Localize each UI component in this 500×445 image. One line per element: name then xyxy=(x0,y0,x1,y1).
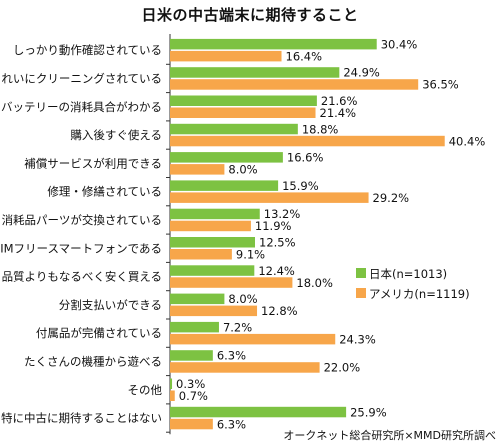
legend: 日本(n=1013) アメリカ(n=1119) xyxy=(356,267,470,301)
bar-japan xyxy=(170,67,340,78)
bar-japan xyxy=(170,95,317,106)
source-note: オークネット総合研究所×MMD研究所調べ xyxy=(283,429,496,442)
value-label: 25.9% xyxy=(350,405,387,419)
category-label: きれいにクリーニングされている xyxy=(0,71,162,85)
value-label: 6.3% xyxy=(217,349,246,363)
value-label: 18.8% xyxy=(302,122,339,136)
bar-japan xyxy=(170,123,298,135)
bar-usa xyxy=(170,305,258,317)
bar-japan xyxy=(170,321,219,333)
category-label: 分割支払いができる xyxy=(59,298,162,312)
value-label: 0.3% xyxy=(176,377,205,391)
value-label: 7.2% xyxy=(223,320,252,334)
value-label: 12.8% xyxy=(261,304,298,318)
value-label: 8.0% xyxy=(228,292,257,306)
bar-usa xyxy=(170,249,232,260)
value-label: 15.9% xyxy=(282,179,319,193)
category-label-layer: しっかり動作確認されているきれいにクリーニングされているバッテリーの消耗具合がわ… xyxy=(0,43,162,425)
value-label: 16.4% xyxy=(286,49,323,63)
bar-japan xyxy=(170,152,283,163)
value-label: 29.2% xyxy=(373,191,410,205)
category-label: 消耗品パーツが交換されている xyxy=(2,213,162,227)
bar-japan xyxy=(170,406,347,418)
value-label: 6.3% xyxy=(217,417,246,431)
category-label: しっかり動作確認されている xyxy=(13,43,162,57)
value-label: 24.9% xyxy=(343,66,380,80)
bar-usa xyxy=(170,192,369,203)
bar-usa xyxy=(170,418,213,430)
bar-japan xyxy=(170,265,255,276)
category-label: SIMフリースマートフォンである xyxy=(0,241,162,255)
bar-japan xyxy=(170,237,255,248)
bar-layer xyxy=(170,38,445,430)
value-label: 0.7% xyxy=(179,389,208,403)
bar-japan xyxy=(170,38,377,50)
bar-usa xyxy=(170,135,445,147)
value-label: 36.5% xyxy=(422,78,459,92)
value-label: 18.0% xyxy=(296,276,333,290)
legend-swatch-japan xyxy=(356,268,366,278)
category-label: その他 xyxy=(128,383,163,397)
category-label: たくさんの機種から遊べる xyxy=(24,354,162,368)
value-label-layer: 30.4% 16.4% 24.9% 36.5% 21.6%21.4% 18.8% 40.4%… xyxy=(176,37,485,431)
bar-usa xyxy=(170,333,336,345)
value-label: 21.6% xyxy=(321,94,358,108)
bar-usa xyxy=(170,164,225,175)
bar-japan xyxy=(170,293,225,305)
bar-usa xyxy=(170,277,293,288)
value-label: 12.5% xyxy=(259,236,296,250)
value-label: 11.9% xyxy=(255,219,292,233)
value-label: 16.6% xyxy=(287,151,324,165)
category-label: 修理・修繕されている xyxy=(47,185,162,199)
legend-label: 日本(n=1013) xyxy=(369,267,447,281)
bar-usa xyxy=(170,107,316,118)
bar-japan xyxy=(170,180,279,191)
bar-usa xyxy=(170,79,419,90)
bar-usa xyxy=(170,362,320,373)
legend-swatch-usa xyxy=(356,288,366,298)
bar-usa xyxy=(170,390,175,401)
axis-layer xyxy=(166,34,171,435)
value-label: 30.4% xyxy=(381,37,418,51)
bar-japan xyxy=(170,350,213,361)
bar-japan xyxy=(170,378,173,389)
value-label: 9.1% xyxy=(236,248,265,262)
bar-usa xyxy=(170,220,251,232)
category-label: 付属品が完備されている xyxy=(36,326,162,340)
category-label: 補償サービスが利用できる xyxy=(24,156,162,170)
value-label: 40.4% xyxy=(449,134,486,148)
value-label: 21.4% xyxy=(320,106,357,120)
category-label: 品質よりもなるべく安く買える xyxy=(2,270,162,284)
value-label: 12.4% xyxy=(258,264,295,278)
value-label: 13.2% xyxy=(264,207,301,221)
legend-label: アメリカ(n=1119) xyxy=(369,287,470,301)
category-label: 特に中古に期待することはない xyxy=(1,411,162,425)
bar-japan xyxy=(170,208,260,220)
chart-title: 日米の中古端末に期待すること xyxy=(141,6,359,24)
bar-usa xyxy=(170,50,282,62)
category-label: バッテリーの消耗具合がわかる xyxy=(1,100,162,114)
category-label: 購入後すぐ使える xyxy=(70,128,162,142)
value-label: 8.0% xyxy=(228,163,257,177)
value-label: 22.0% xyxy=(324,361,361,375)
value-label: 24.3% xyxy=(339,332,376,346)
